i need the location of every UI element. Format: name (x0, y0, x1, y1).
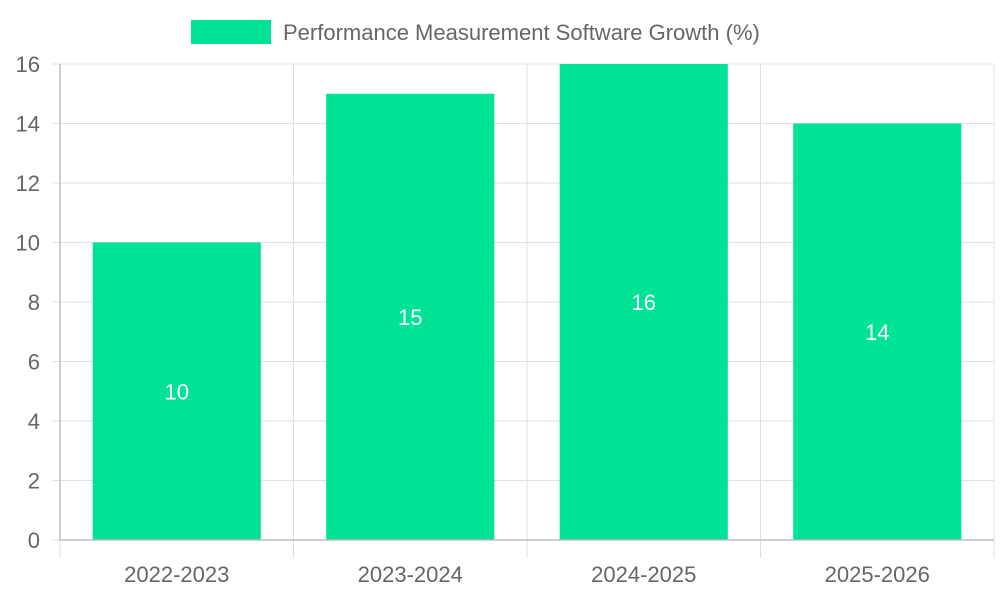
legend-swatch (191, 20, 271, 44)
x-tick-label: 2022-2023 (124, 562, 229, 587)
bar (559, 64, 728, 540)
y-tick-label: 10 (16, 231, 40, 256)
data-label: 16 (632, 290, 656, 315)
data-label: 10 (165, 379, 189, 404)
x-tick-label: 2023-2024 (358, 562, 463, 587)
y-tick-label: 0 (28, 528, 40, 553)
legend-label: Performance Measurement Software Growth … (283, 20, 760, 45)
y-tick-label: 8 (28, 290, 40, 315)
x-tick-label: 2024-2025 (591, 562, 696, 587)
y-tick-label: 14 (16, 112, 40, 137)
bar (793, 123, 962, 540)
x-tick-label: 2025-2026 (825, 562, 930, 587)
data-label: 14 (865, 320, 889, 345)
labels: 0 2 4 6 8 10 12 14 16 10 2022-2023 15 2023-2024 16 202… (16, 52, 930, 587)
y-tick-label: 12 (16, 171, 40, 196)
axes (59, 64, 994, 541)
data-label: 15 (398, 305, 422, 330)
bar (326, 93, 495, 540)
y-tick-label: 16 (16, 52, 40, 77)
legend: Performance Measurement Software Growth … (191, 20, 760, 45)
y-tick-label: 6 (28, 350, 40, 375)
bars (92, 64, 962, 540)
y-tick-label: 2 (28, 469, 40, 494)
bar (92, 242, 261, 540)
y-tick-label: 4 (28, 409, 40, 434)
